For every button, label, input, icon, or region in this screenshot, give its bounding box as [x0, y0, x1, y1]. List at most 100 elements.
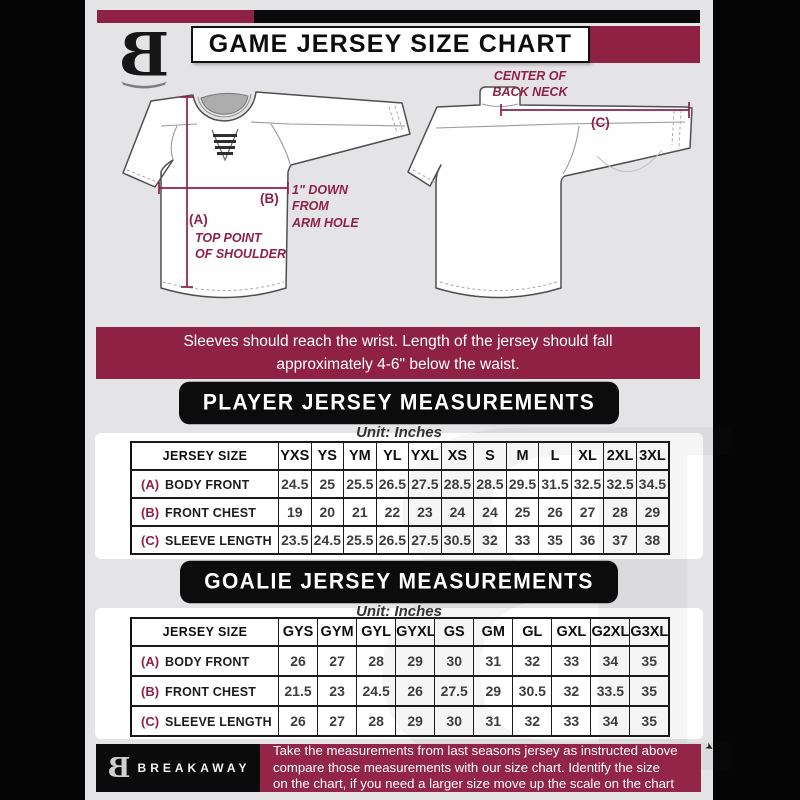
value-cell: 32: [551, 675, 592, 707]
value-cell: 31.5: [538, 469, 572, 499]
value-cell: 23: [408, 497, 442, 527]
measurement-row: (A) BODY FRONT 24.5 25 25.5 26.5 27.5 28.5 28.5 2…: [130, 469, 670, 499]
value-cell: 24.5: [356, 675, 397, 707]
value-cell: 31: [473, 645, 514, 677]
measure-label-c: (C): [591, 115, 610, 130]
value-cell: 28.5: [473, 469, 507, 499]
row-label: BODY FRONT: [165, 478, 250, 492]
jersey-drawings: [122, 86, 693, 299]
shoulder-note: TOP POINT OF SHOULDER: [195, 231, 286, 262]
size-header-cell: XS: [440, 441, 475, 471]
mouse-cursor-icon: ➤: [702, 740, 716, 755]
measurement-row: (B) FRONT CHEST 21.5 23 24.5 26 27.5 29 30.5 32 33…: [130, 675, 670, 707]
title-box: GAME JERSEY SIZE CHART: [191, 26, 590, 63]
value-cell: 30: [434, 705, 475, 737]
value-cell: 27: [317, 705, 358, 737]
measurement-row: (B) FRONT CHEST 19 20 21 22 23 24 24 25 26 27 28 29: [130, 497, 670, 527]
measure-label-a: (A): [189, 212, 208, 227]
size-header-cell: G3XL: [629, 617, 670, 647]
value-cell: 28: [603, 497, 637, 527]
row-label: SLEEVE LENGTH: [165, 715, 272, 729]
value-cell: 27.5: [408, 469, 442, 499]
breakaway-logo-small-icon: B: [107, 753, 130, 783]
row-label-cell: (A) BODY FRONT: [130, 645, 279, 677]
row-label: BODY FRONT: [165, 655, 250, 669]
size-header-cell: GYS: [277, 617, 319, 647]
armhole-note: 1" DOWN FROM ARM HOLE: [292, 183, 359, 230]
accent-bar-maroon: [97, 10, 254, 23]
front-jersey-seams: [160, 93, 406, 165]
value-cell: 34: [590, 645, 631, 677]
row-key: (A): [141, 654, 160, 669]
value-cell: 36: [570, 525, 605, 555]
size-header-row: JERSEY SIZE YXS YS YM YL YXL XS S M L XL 2XL 3XL: [130, 441, 670, 471]
value-cell: 33: [505, 525, 540, 555]
row-key: (C): [141, 714, 160, 729]
value-cell: 19: [278, 497, 312, 527]
value-cell: 25.5: [343, 469, 377, 499]
value-cell: 24.5: [310, 525, 345, 555]
size-header-cell: GYXL: [395, 617, 436, 647]
footer-instructions-box: Take the measurements from last seasons …: [260, 743, 701, 792]
value-cell: 37: [603, 525, 637, 555]
value-cell: 31: [473, 705, 514, 737]
size-header-cell: YXS: [278, 441, 312, 471]
front-jersey: [122, 91, 411, 299]
size-header-cell: 2XL: [603, 441, 637, 471]
value-cell: 26: [277, 645, 319, 677]
row-label: SLEEVE LENGTH: [165, 534, 272, 548]
back-jersey: [407, 86, 693, 299]
player-unit-label: Unit: Inches: [356, 424, 442, 441]
logo-swoosh: [121, 81, 167, 89]
size-header-cell: M: [505, 441, 540, 471]
goalie-unit-label: Unit: Inches: [356, 603, 442, 620]
value-cell: 27.5: [408, 525, 442, 555]
value-cell: 30: [434, 645, 475, 677]
row-label-cell: (A) BODY FRONT: [130, 469, 279, 499]
row-label-cell: (C) SLEEVE LENGTH: [130, 705, 279, 737]
value-cell: 26: [395, 675, 436, 707]
player-heading: PLAYER JERSEY MEASUREMENTS: [178, 381, 620, 425]
footer: B BREAKAWAY Take the measurements from l…: [96, 743, 701, 792]
row-key: (B): [141, 684, 160, 699]
value-cell: 23: [317, 675, 358, 707]
page-title: GAME JERSEY SIZE CHART: [208, 30, 573, 58]
value-cell: 34: [590, 705, 631, 737]
footer-brand-name: BREAKAWAY: [137, 761, 251, 775]
value-cell: 32: [473, 525, 507, 555]
instruction-banner-text: Sleeves should reach the wrist. Length o…: [183, 332, 613, 373]
value-cell: 26.5: [375, 525, 410, 555]
back-jersey-seams: [435, 103, 686, 175]
value-cell: 24: [440, 497, 475, 527]
logo-letter: B: [119, 24, 170, 90]
goalie-section-header: GOALIE JERSEY MEASUREMENTS: [85, 560, 713, 604]
row-label-cell: (B) FRONT CHEST: [130, 497, 279, 527]
size-header-cell: YXL: [408, 441, 442, 471]
measure-label-b: (B): [260, 191, 279, 206]
size-header-cell: G2XL: [590, 617, 631, 647]
measurement-row: (C) SLEEVE LENGTH 26 27 28 29 30 31 32 33 34 35: [130, 705, 670, 737]
value-cell: 29: [395, 645, 436, 677]
value-cell: 26.5: [375, 469, 410, 499]
row-label-cell: (B) FRONT CHEST: [130, 675, 279, 707]
size-header-cell: 3XL: [635, 441, 670, 471]
value-cell: 25: [310, 469, 345, 499]
row-label-cell: (C) SLEEVE LENGTH: [130, 525, 279, 555]
size-header-cell: GL: [512, 617, 553, 647]
size-header-cell: L: [538, 441, 572, 471]
value-cell: 25.5: [343, 525, 377, 555]
value-cell: 35: [538, 525, 572, 555]
player-size-table: JERSEY SIZE YXS YS YM YL YXL XS S M L XL 2XL 3XL (A) B…: [130, 441, 670, 555]
size-header-cell: YS: [310, 441, 345, 471]
value-cell: 23.5: [278, 525, 312, 555]
value-cell: 32.5: [570, 469, 605, 499]
value-cell: 27: [570, 497, 605, 527]
row-key: (C): [141, 533, 160, 548]
value-cell: 35: [629, 675, 670, 707]
size-header-cell: GM: [473, 617, 514, 647]
content-area: B GAME JERSEY SIZE CHART: [85, 0, 753, 800]
value-cell: 33: [551, 705, 592, 737]
value-cell: 35: [629, 645, 670, 677]
row-key: (A): [141, 477, 160, 492]
